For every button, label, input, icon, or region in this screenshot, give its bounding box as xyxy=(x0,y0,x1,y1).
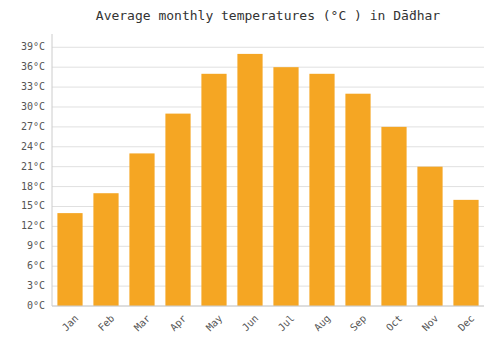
grid-line xyxy=(52,67,484,68)
bar xyxy=(201,74,226,306)
x-tick-label: Feb xyxy=(96,313,117,334)
y-tick-label: 12°C xyxy=(21,220,45,231)
grid xyxy=(52,47,484,306)
x-tick-label: Oct xyxy=(384,313,405,334)
x-tick-label: Nov xyxy=(420,313,441,334)
chart-container: Average monthly temperatures (°C ) in Dā… xyxy=(0,0,500,350)
x-tick-label: Mar xyxy=(132,313,153,334)
x-tick-label: Aug xyxy=(312,313,333,334)
x-axis-ticks: Jan Feb Mar Apr May Jun Jul Aug Sep Oct Nov Dec xyxy=(60,313,477,334)
y-tick-label: 24°C xyxy=(21,141,45,152)
x-tick-label: Dec xyxy=(456,313,477,334)
bar xyxy=(381,127,406,306)
chart-title: Average monthly temperatures (°C ) in Dā… xyxy=(96,8,441,23)
y-tick-label: 27°C xyxy=(21,121,45,132)
grid-line xyxy=(52,87,484,88)
y-tick-label: 33°C xyxy=(21,81,45,92)
x-tick-label: Sep xyxy=(348,313,369,334)
y-tick-label: 6°C xyxy=(27,260,45,271)
x-tick-label: Jun xyxy=(240,313,261,334)
x-tick-label: Jul xyxy=(276,313,297,334)
y-axis-ticks: 0°C 3°C 6°C 9°C 12°C 15°C 18°C 21°C 24°C 27°C 30°C… xyxy=(21,41,45,311)
bar xyxy=(165,114,190,306)
y-axis-line xyxy=(52,34,53,306)
grid-line xyxy=(52,126,484,127)
chart-svg: Average monthly temperatures (°C ) in Dā… xyxy=(0,0,500,350)
x-tick-label: May xyxy=(204,313,225,334)
bar xyxy=(453,200,478,306)
bar xyxy=(237,54,262,306)
bar xyxy=(309,74,334,306)
y-tick-label: 0°C xyxy=(27,300,45,311)
x-axis-line xyxy=(52,306,484,307)
bar xyxy=(129,153,154,306)
bar xyxy=(57,213,82,306)
bar xyxy=(93,193,118,306)
bar xyxy=(417,167,442,306)
y-tick-label: 15°C xyxy=(21,200,45,211)
bar xyxy=(273,67,298,306)
bars xyxy=(57,54,478,306)
bar xyxy=(345,94,370,306)
grid-line xyxy=(52,306,484,307)
y-tick-label: 21°C xyxy=(21,161,45,172)
y-tick-label: 30°C xyxy=(21,101,45,112)
y-tick-label: 9°C xyxy=(27,240,45,251)
x-tick-label: Apr xyxy=(168,313,189,334)
grid-line xyxy=(52,146,484,147)
y-tick-label: 3°C xyxy=(27,280,45,291)
y-tick-label: 36°C xyxy=(21,61,45,72)
y-tick-label: 39°C xyxy=(21,41,45,52)
y-tick-label: 18°C xyxy=(21,181,45,192)
x-tick-label: Jan xyxy=(60,313,81,334)
grid-line xyxy=(52,47,484,48)
grid-line xyxy=(52,106,484,107)
